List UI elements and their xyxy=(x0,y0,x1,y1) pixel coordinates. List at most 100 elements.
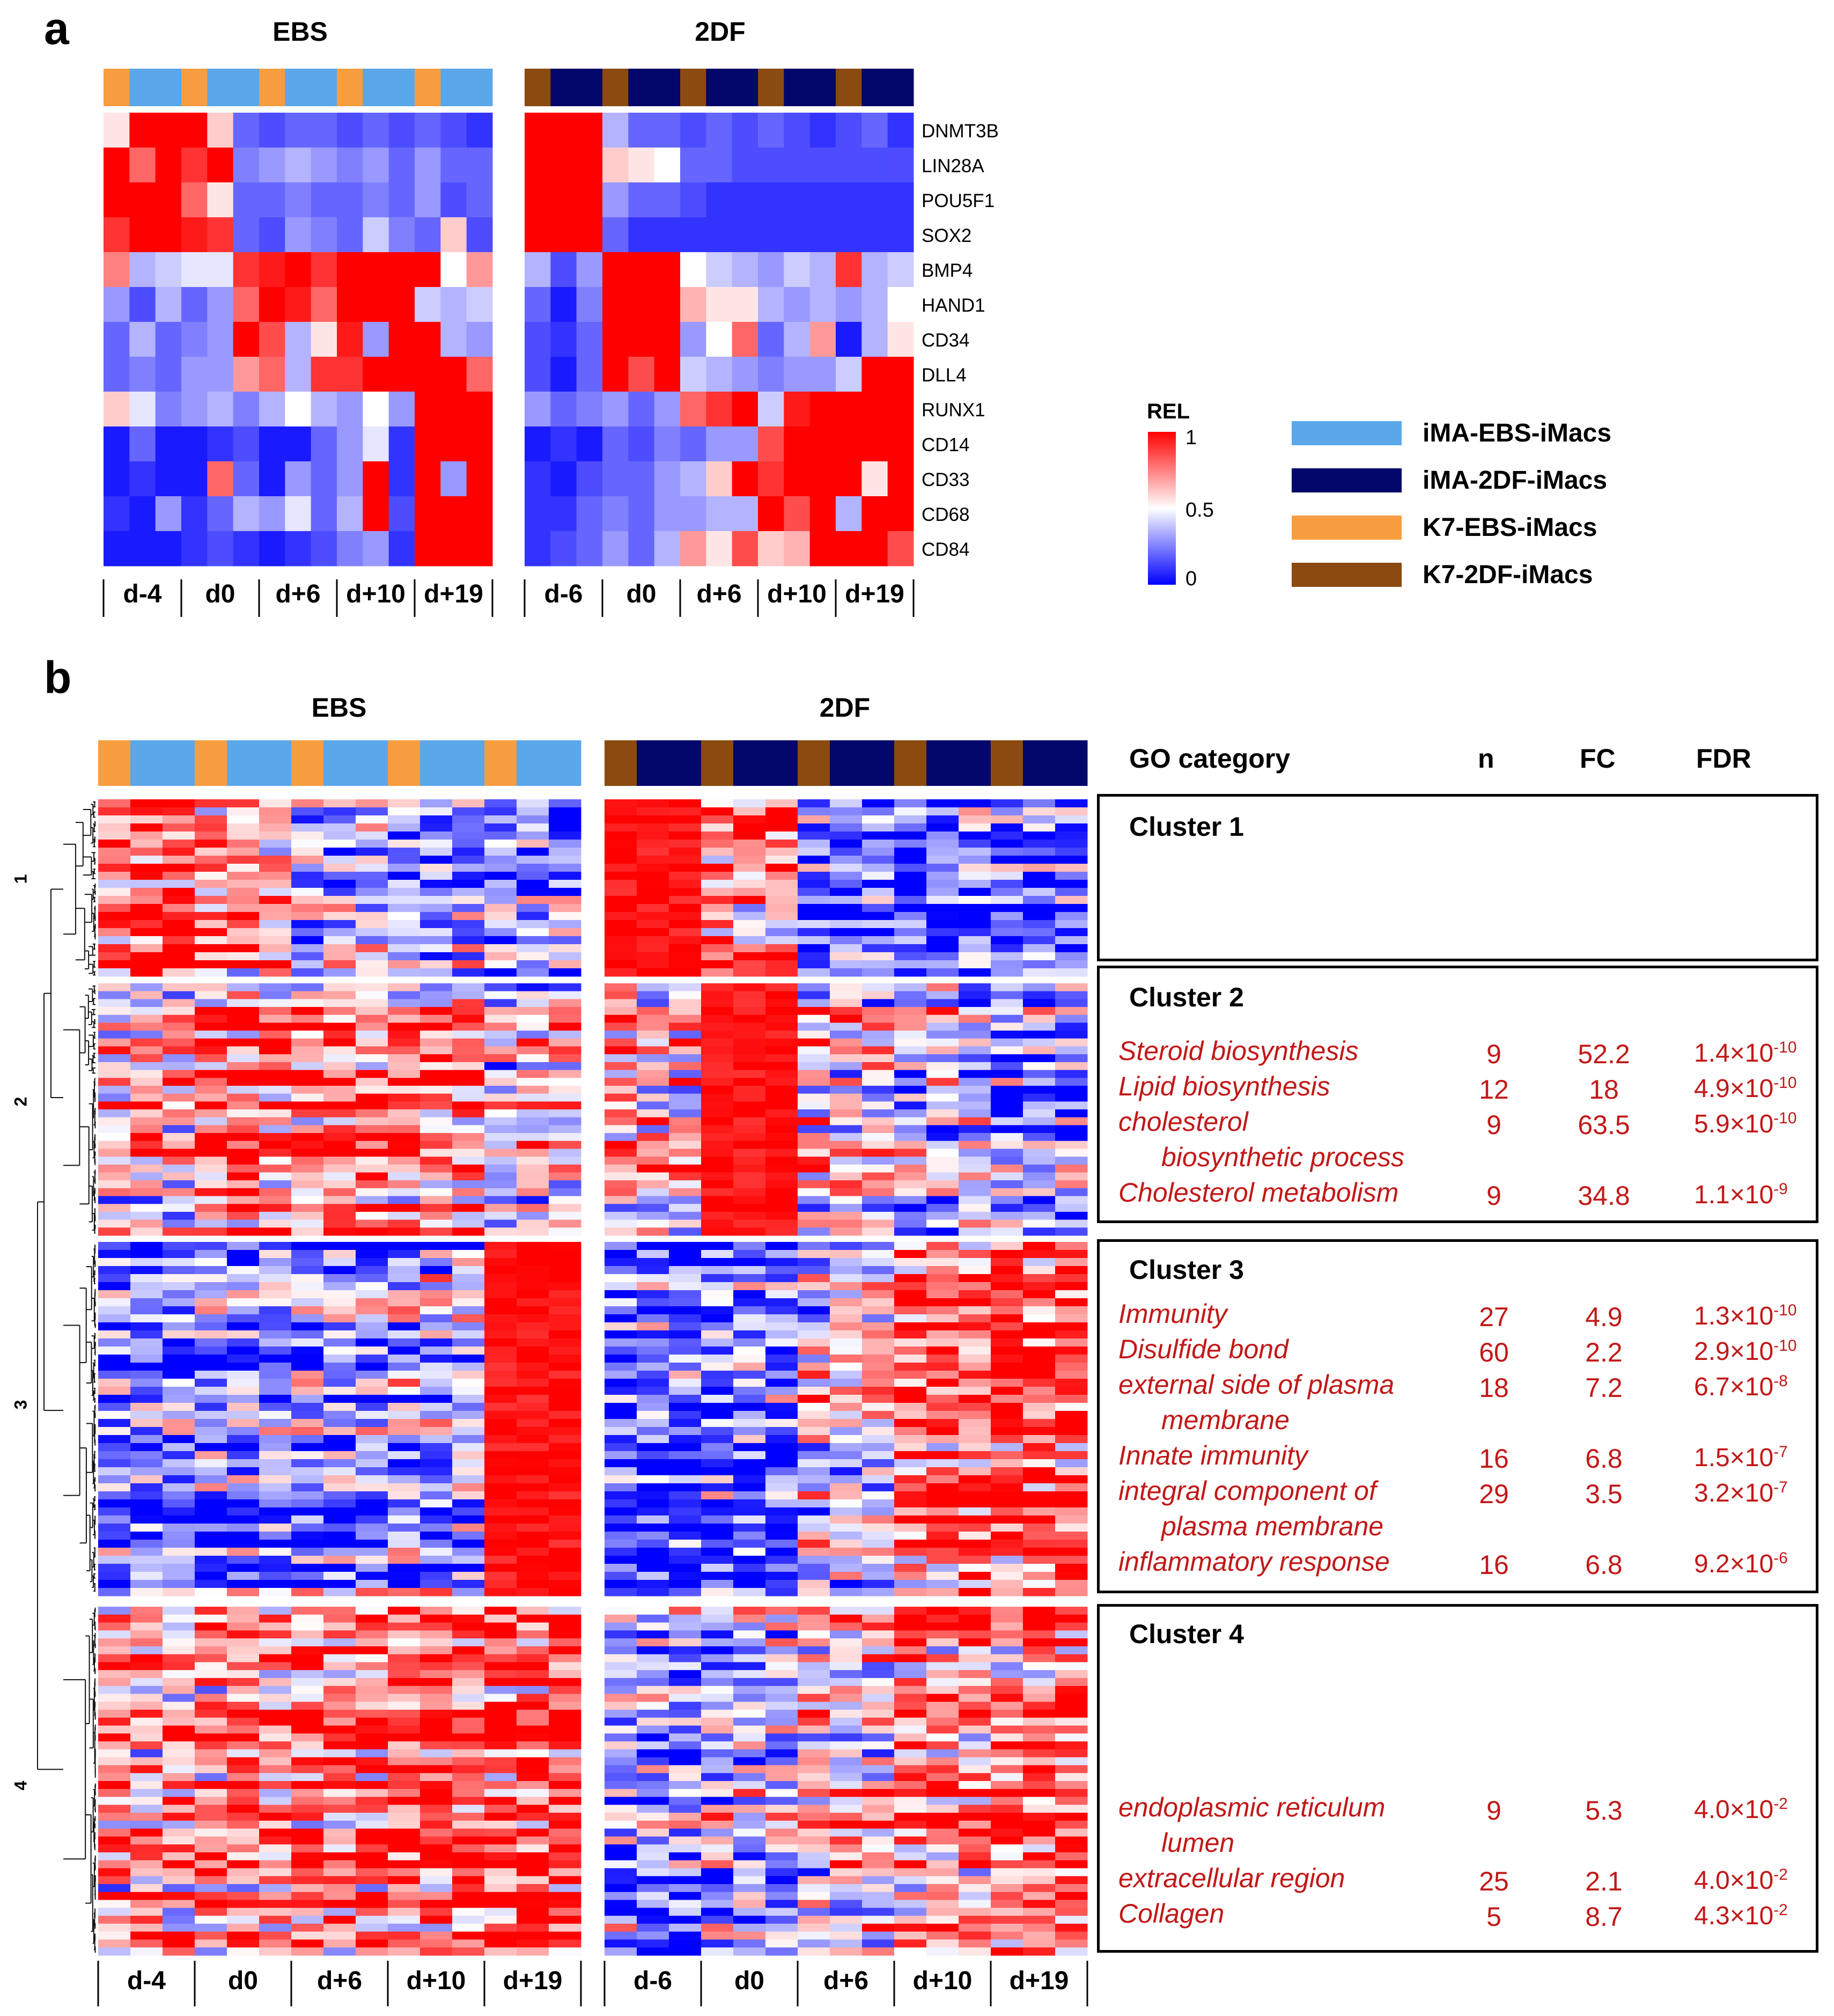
panel-b-2df-cell-3-0-11 xyxy=(959,1607,991,1615)
panel-b-ebs-cell-1-20-1 xyxy=(130,1141,163,1149)
panel-b-ebs-cell-3-21-7 xyxy=(323,1773,356,1782)
panel-b-ebs-cell-0-4-10 xyxy=(420,832,453,840)
panel-b-2df-cell-1-20-12 xyxy=(991,1141,1023,1149)
panel-b-ebs-cell-3-12-10 xyxy=(420,1702,453,1710)
panel-b-ebs-cell-3-15-10 xyxy=(420,1725,453,1734)
panel-b-2df-cell-3-16-8 xyxy=(862,1733,895,1742)
panel-a-ebs-cell-11-2 xyxy=(155,496,182,532)
panel-b-2df-cell-1-29-6 xyxy=(798,1211,830,1220)
panel-b-ebs-cell-1-8-9 xyxy=(388,1046,421,1055)
panel-b-ebs-cell-1-25-13 xyxy=(517,1180,549,1189)
panel-b-ebs-cell-1-12-12 xyxy=(484,1078,517,1086)
panel-b-2df-cell-2-3-14 xyxy=(1055,1266,1088,1275)
panel-b-2df-cell-3-28-5 xyxy=(765,1828,798,1837)
panel-b-2df-cell-0-19-12 xyxy=(991,952,1023,961)
panel-b-ebs-cell-2-37-8 xyxy=(356,1540,388,1548)
panel-b-2df-cell-3-26-7 xyxy=(830,1813,863,1821)
panel-b-ebs-cell-1-18-14 xyxy=(549,1125,581,1134)
panel-b-2df-cell-0-16-0 xyxy=(605,928,637,937)
panel-a-ebs-cell-4-7 xyxy=(285,252,312,288)
panel-b-ebs-cell-1-9-0 xyxy=(98,1054,131,1063)
panel-b-2df-cell-0-11-11 xyxy=(959,888,991,896)
panel-b-ebs-cell-3-29-14 xyxy=(549,1836,581,1845)
panel-b-ebs-cell-3-40-0 xyxy=(98,1923,131,1932)
panel-b-ebs-cell-0-6-0 xyxy=(98,848,131,856)
panel-b-2df-cell-0-5-5 xyxy=(765,840,798,848)
panel-b-ebs-cell-1-3-1 xyxy=(130,1007,163,1016)
panel-b-2df-cell-2-31-1 xyxy=(637,1491,669,1500)
panel-b-ebs-cell-1-20-12 xyxy=(484,1141,517,1149)
panel-b-ebs-cell-2-35-1 xyxy=(130,1524,163,1532)
panel-b-2df-cell-1-20-1 xyxy=(637,1141,669,1149)
panel-b-ebs-cell-3-2-8 xyxy=(356,1622,388,1631)
panel-b-ebs-cell-3-20-10 xyxy=(420,1765,453,1774)
panel-b-2df-cell-3-19-11 xyxy=(959,1757,991,1765)
panel-b-2df-cell-3-34-11 xyxy=(959,1876,991,1885)
panel-b-2df-cell-1-8-14 xyxy=(1055,1046,1088,1055)
panel-b-ebs-cell-2-7-7 xyxy=(323,1298,356,1307)
panel-b-ebs-cell-1-2-8 xyxy=(356,999,388,1007)
panel-b-ebs-cell-3-38-11 xyxy=(452,1908,485,1916)
panel-b-2df-cell-2-32-6 xyxy=(798,1499,830,1508)
panel-b-2df-cell-3-20-12 xyxy=(991,1765,1023,1774)
panel-b-ebs-cell-1-4-1 xyxy=(130,1014,163,1023)
panel-a-ebs-annot-0 xyxy=(104,69,130,106)
panel-b-2df-cell-2-19-2 xyxy=(669,1395,702,1403)
panel-b-2df-cell-1-1-4 xyxy=(733,991,766,999)
panel-b-ebs-cell-0-21-12 xyxy=(484,968,517,977)
panel-b-ebs-cell-3-7-13 xyxy=(517,1662,549,1671)
panel-b-2df-cell-2-28-2 xyxy=(669,1467,702,1476)
panel-b-2df-cell-3-4-13 xyxy=(1023,1638,1056,1647)
panel-b-ebs-cell-3-7-4 xyxy=(227,1662,260,1671)
panel-b-ebs-cell-1-16-7 xyxy=(323,1109,356,1118)
panel-b-ebs-cell-3-4-12 xyxy=(484,1638,517,1647)
panel-b-ebs-cell-3-2-0 xyxy=(98,1622,131,1631)
panel-b-2df-cell-0-20-9 xyxy=(894,960,927,969)
panel-b-ebs-cell-3-35-11 xyxy=(452,1884,485,1893)
panel-a-ebs-cell-2-12 xyxy=(415,182,441,218)
panel-b-2df-cell-2-24-1 xyxy=(637,1435,669,1444)
panel-b-2df-cell-2-36-8 xyxy=(862,1532,895,1540)
panel-a-ebs-cell-1-6 xyxy=(259,148,285,183)
panel-b-2df-cell-1-17-13 xyxy=(1023,1117,1056,1125)
panel-b-2df-cell-2-40-11 xyxy=(959,1564,991,1572)
panel-b-ebs-cell-2-8-1 xyxy=(130,1306,163,1315)
panel-b-2df-cell-0-3-1 xyxy=(637,823,669,832)
panel-b-2df-cell-1-2-4 xyxy=(733,999,766,1007)
panel-b-2df-cell-2-3-2 xyxy=(669,1266,702,1275)
panel-b-ebs-cell-3-27-12 xyxy=(484,1820,517,1829)
panel-b-2df-cell-1-10-5 xyxy=(765,1062,798,1071)
panel-b-2df-cell-1-25-2 xyxy=(669,1180,702,1189)
panel-b-ebs-cell-3-43-10 xyxy=(420,1947,453,1956)
panel-b-ebs-cell-2-32-3 xyxy=(195,1499,227,1508)
panel-b-ebs-cell-2-22-12 xyxy=(484,1419,517,1428)
panel-b-ebs-cell-0-16-7 xyxy=(323,928,356,937)
panel-b-2df-cell-0-11-10 xyxy=(926,888,959,896)
panel-b-2df-cell-1-16-6 xyxy=(798,1109,830,1118)
panel-b-2df-cell-3-11-3 xyxy=(701,1694,734,1702)
panel-b-2df-cell-3-12-9 xyxy=(894,1702,927,1710)
panel-b-ebs-cell-3-7-10 xyxy=(420,1662,453,1671)
panel-b-ebs-cell-2-32-0 xyxy=(98,1499,131,1508)
panel-b-2df-cell-1-28-6 xyxy=(798,1204,830,1212)
panel-b-2df-cell-2-37-2 xyxy=(669,1540,702,1548)
panel-b-2df-cell-3-41-2 xyxy=(669,1931,702,1940)
panel-b-2df-cell-0-12-3 xyxy=(701,896,734,904)
panel-b-ebs-cell-3-18-8 xyxy=(356,1749,388,1758)
panel-b-2df-cell-2-19-9 xyxy=(894,1395,927,1403)
panel-b-ebs-cell-2-11-1 xyxy=(130,1330,163,1339)
panel-a-2df-cell-4-6 xyxy=(680,252,706,288)
panel-b-2df-cell-0-16-12 xyxy=(991,928,1023,937)
panel-b-ebs-cell-2-1-7 xyxy=(323,1250,356,1259)
panel-b-2df-cell-3-38-8 xyxy=(862,1908,895,1916)
panel-b-2df-cell-2-14-8 xyxy=(862,1355,895,1363)
panel-b-ebs-cell-2-15-14 xyxy=(549,1363,581,1371)
panel-b-2df-cell-3-14-3 xyxy=(701,1717,734,1726)
panel-a-ebs-annot-1 xyxy=(129,69,156,106)
panel-b-ebs-cell-2-17-0 xyxy=(98,1379,131,1387)
panel-b-ebs-cell-3-41-8 xyxy=(356,1931,388,1940)
panel-b-2df-cell-3-43-13 xyxy=(1023,1947,1056,1956)
panel-b-ebs-cell-3-23-1 xyxy=(130,1789,163,1798)
panel-b-2df-cell-0-15-8 xyxy=(862,920,895,929)
panel-b-2df-cell-3-4-4 xyxy=(733,1638,766,1647)
